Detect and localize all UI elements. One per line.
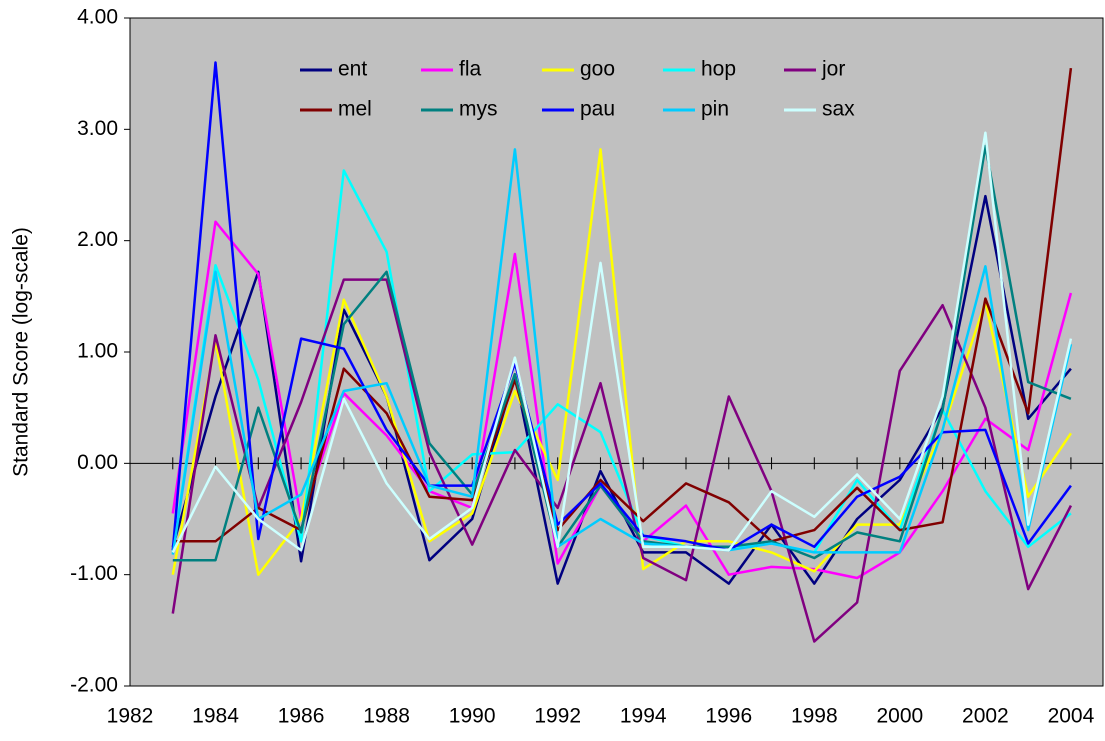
y-tick-label: 1.00	[77, 340, 118, 363]
series-line	[172, 67, 1073, 543]
x-tick-label: 1982	[107, 705, 154, 728]
x-tick-label: 1990	[449, 705, 496, 728]
y-tick-label: -2.00	[70, 674, 118, 697]
plot-area	[129, 17, 1104, 687]
legend-label: hop	[701, 58, 736, 81]
x-tick-label: 1984	[192, 705, 239, 728]
series-line	[171, 131, 1073, 553]
legend-label: jor	[821, 58, 845, 81]
x-tick-label: 1994	[620, 705, 667, 728]
y-tick-label: 0.00	[77, 451, 118, 474]
y-axis-title: Standard Score (log-scale)	[10, 227, 33, 477]
series-line	[172, 144, 1072, 562]
series-line	[171, 169, 1072, 554]
y-tick-label: -1.00	[70, 562, 118, 585]
x-tick-label: 2004	[1048, 705, 1095, 728]
x-tick-label: 1996	[705, 705, 752, 728]
x-tick-label: 2002	[962, 705, 1009, 728]
legend-label: pau	[580, 98, 615, 121]
legend-label: pin	[701, 98, 729, 121]
legend-label: fla	[459, 58, 482, 81]
x-tick-label: 1992	[534, 705, 581, 728]
y-tick-label: 2.00	[77, 228, 118, 251]
legend-label: mys	[459, 98, 498, 121]
series-line	[171, 148, 1073, 555]
y-tick-label: 3.00	[77, 117, 118, 140]
x-tick-label: 2000	[876, 705, 923, 728]
y-tick-label: 4.00	[77, 6, 118, 29]
series-line	[171, 278, 1073, 643]
legend-label: goo	[580, 58, 615, 81]
legend-label: mel	[338, 98, 372, 121]
x-tick-label: 1988	[363, 705, 410, 728]
legend-label: ent	[338, 58, 367, 81]
legend-label: sax	[822, 98, 855, 121]
x-tick-label: 1998	[791, 705, 838, 728]
x-tick-label: 1986	[278, 705, 325, 728]
